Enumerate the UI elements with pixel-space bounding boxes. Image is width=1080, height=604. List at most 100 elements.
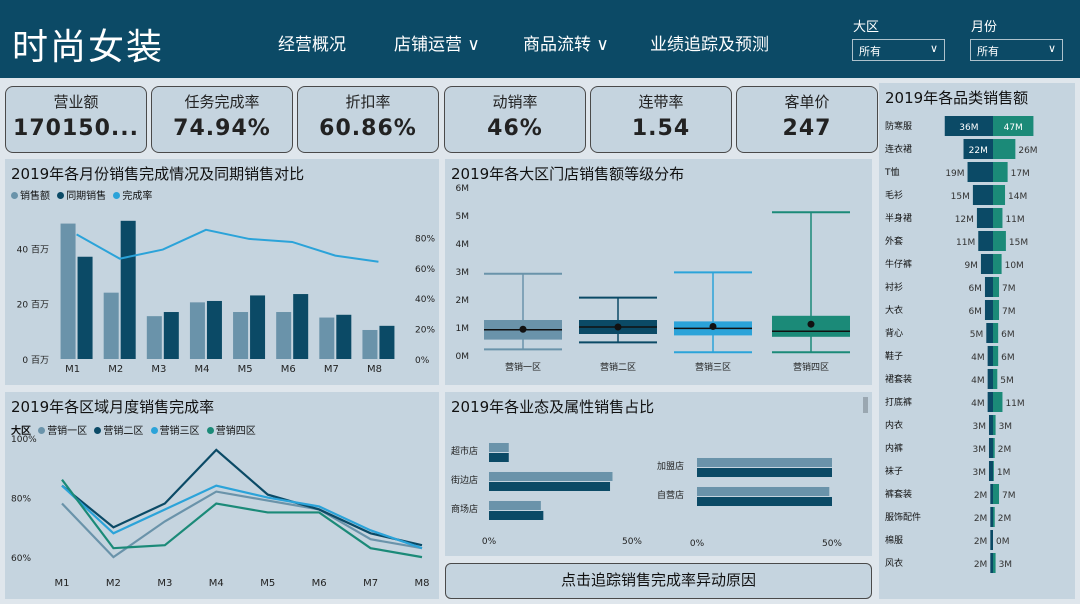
nav-performance[interactable]: 业绩追踪及预测: [650, 35, 769, 55]
bar-last-year: [77, 256, 93, 359]
bar-last-year: [163, 312, 179, 359]
chart-title: 2019年各区域月度销售完成率: [11, 398, 215, 416]
boxplot-chart: 0M 1M 2M 3M 4M 5M 6M 营销一区 营销二区 营销三区 营销四区: [456, 184, 850, 373]
bar-right-label: 0M: [996, 537, 1010, 547]
scrollbar[interactable]: [863, 397, 868, 413]
region-filter-select[interactable]: 所有 ∨: [852, 39, 945, 61]
trace-completion-anomaly-button[interactable]: 点击追踪销售完成率异动原因: [445, 563, 872, 599]
bar-right: [993, 162, 1008, 182]
bar-right-label: 5M: [1000, 376, 1014, 386]
y-tick-label: 20 百万: [17, 300, 49, 311]
kpi-value: 1.54: [631, 116, 691, 141]
nav-overview[interactable]: 经营概况: [278, 35, 346, 55]
category-label: 裙套装: [885, 373, 912, 385]
bar-right-label: 26M: [1018, 146, 1037, 156]
chevron-down-icon: ∨: [1047, 42, 1056, 55]
y2-tick-label: 0%: [415, 356, 430, 366]
box-mean: [807, 320, 815, 328]
kpi-value: 46%: [487, 116, 543, 141]
category-label: 内裤: [885, 442, 903, 454]
bar-share-b: [489, 511, 544, 520]
bar-left: [963, 139, 993, 159]
legend-title: 大区: [11, 426, 31, 437]
bar-last-year: [336, 314, 352, 359]
bar-right-label: 47M: [1004, 123, 1023, 133]
bar-share-a: [489, 443, 509, 452]
chart-title: 2019年各大区门店销售额等级分布: [451, 165, 685, 183]
category-label: 内衣: [885, 419, 903, 431]
monthly-sales-panel: 2019年各月份销售完成情况及同期销售对比 销售额 同期销售 完成率 0 百万 2…: [5, 159, 439, 385]
x-tick-label: M5: [260, 578, 275, 589]
y2-tick-label: 40%: [415, 295, 435, 305]
chart-legend: 大区 营销一区 营销二区 营销三区 营销四区: [11, 422, 256, 437]
category-sales-panel: 2019年各品类销售额 防寒服 36M 47M 连衣裙 22M 26M T恤 19M 17M 毛衫…: [879, 83, 1075, 599]
x-tick-label: 50%: [622, 537, 642, 547]
bar-left-label: 15M: [951, 192, 970, 202]
nav-store-ops[interactable]: 店铺运营 ∨: [394, 35, 480, 55]
kpi-card-avg-ticket: 客单价 247: [736, 86, 878, 153]
completion-rate-line: [76, 228, 379, 263]
bar-left-label: 4M: [971, 353, 985, 363]
bar-last-year: [120, 220, 136, 359]
category-label: 外套: [885, 235, 903, 247]
x-tick-label: M2: [106, 578, 121, 589]
kpi-card-revenue: 营业额 170150...: [5, 86, 147, 153]
series-line: [61, 448, 423, 547]
x-tick-label: 0%: [690, 539, 705, 549]
bar-share-b: [697, 468, 832, 477]
bar-left-label: 3M: [972, 468, 986, 478]
category-butterfly-chart: 防寒服 36M 47M 连衣裙 22M 26M T恤 19M 17M 毛衫 15M 14M 半身裙 12M…: [884, 116, 1038, 573]
bar-sales: [276, 312, 292, 359]
bar-last-year: [293, 294, 309, 359]
bar-sales: [233, 312, 249, 359]
kpi-label: 折扣率: [345, 93, 391, 111]
region-filter-value: 所有: [859, 45, 881, 58]
bar-right-label: 17M: [1011, 169, 1030, 179]
bar-right-label: 11M: [1005, 215, 1024, 225]
kpi-card-discount: 折扣率 60.86%: [297, 86, 439, 153]
series-line: [61, 490, 423, 559]
bar-share-b: [697, 497, 832, 506]
box-mean: [519, 325, 527, 333]
bar-left: [987, 392, 993, 412]
y-tick-label: 100%: [11, 435, 37, 445]
x-tick-label: M2: [108, 364, 123, 375]
x-tick-label: M3: [157, 578, 172, 589]
bar-left-label: 2M: [974, 560, 988, 570]
y-tick-label: 1M: [456, 324, 470, 334]
category-label: 棉服: [885, 534, 903, 546]
bar-right-label: 6M: [1001, 353, 1015, 363]
bar-share-a: [489, 501, 541, 510]
bar-left: [990, 553, 993, 573]
x-tick-label: M6: [312, 578, 327, 589]
category-label: 背心: [885, 327, 903, 339]
y2-tick-label: 80%: [415, 234, 435, 244]
category-label: 裤套装: [885, 488, 912, 500]
bar-left-label: 3M: [972, 445, 986, 455]
legend-item: 销售额: [20, 191, 50, 202]
bar-right-label: 10M: [1005, 261, 1024, 271]
legend-item: 同期销售: [66, 191, 107, 202]
x-tick-label: M8: [367, 364, 382, 375]
kpi-value: 74.94%: [173, 116, 271, 141]
month-filter-select[interactable]: 所有 ∨: [970, 39, 1063, 61]
kpi-value: 170150...: [13, 116, 139, 141]
bar-right-label: 3M: [999, 422, 1013, 432]
x-tick-label: M1: [65, 364, 80, 375]
bar-left-label: 6M: [968, 307, 982, 317]
bar-right-label: 14M: [1008, 192, 1027, 202]
nav-product-flow[interactable]: 商品流转 ∨: [523, 35, 609, 55]
month-filter-label: 月份: [971, 20, 998, 35]
chart-title: 2019年各业态及属性销售占比: [451, 398, 655, 416]
kpi-label: 任务完成率: [184, 93, 260, 111]
x-tick-label: M3: [151, 364, 166, 375]
bar-left: [967, 162, 993, 182]
bar-left: [987, 346, 993, 366]
bar-left: [990, 484, 993, 504]
y-tick-label: 60%: [11, 554, 31, 564]
bar-right: [993, 438, 995, 458]
bar-left-label: 22M: [969, 146, 988, 156]
bar-left-label: 11M: [956, 238, 975, 248]
x-tick-label: 0%: [482, 537, 497, 547]
